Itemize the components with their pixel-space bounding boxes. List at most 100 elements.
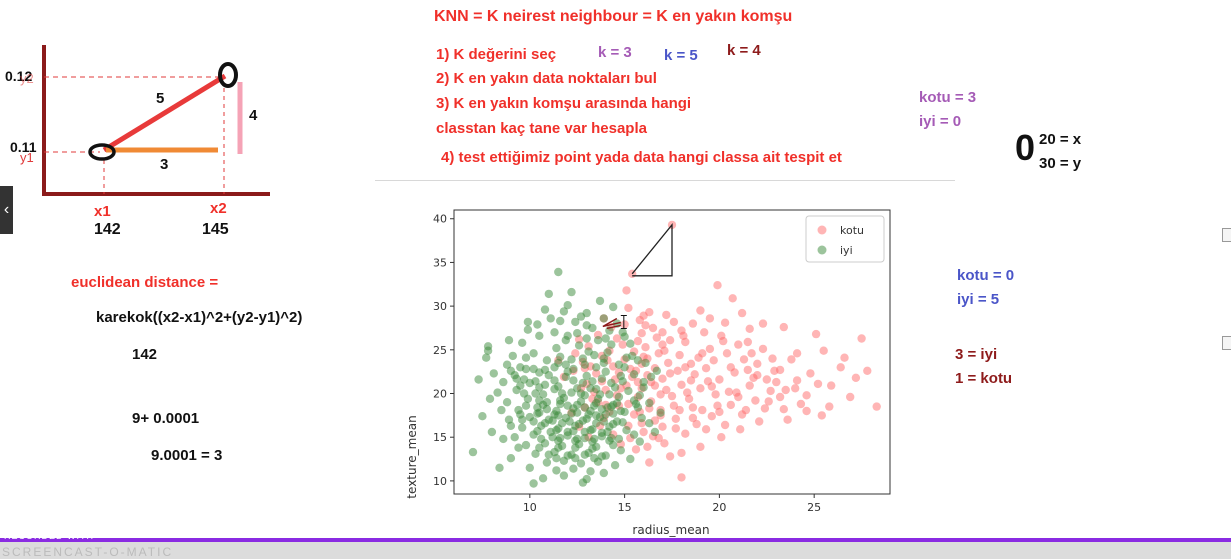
point-iyi xyxy=(624,386,633,396)
point-kotu xyxy=(764,397,773,406)
watermark-recorded: RECORDED WITH xyxy=(4,531,94,541)
point-kotu xyxy=(720,318,730,327)
point-kotu xyxy=(806,369,815,378)
point-iyi xyxy=(546,314,555,323)
point-iyi xyxy=(622,353,631,362)
point-kotu xyxy=(624,303,633,313)
k3-kotu: kotu = 3 xyxy=(919,89,977,106)
point-kotu xyxy=(781,385,790,395)
point-kotu xyxy=(772,377,781,387)
point-iyi xyxy=(552,466,561,475)
point-iyi xyxy=(652,366,661,375)
point-kotu xyxy=(840,353,849,362)
point-iyi xyxy=(533,426,542,436)
point-kotu xyxy=(705,314,715,323)
legend-marker-kotu xyxy=(817,225,827,235)
point-kotu xyxy=(698,405,707,415)
point-iyi xyxy=(580,391,589,400)
y2-label: y2 xyxy=(20,71,34,86)
y1-tick: 0.11 xyxy=(10,139,37,155)
point-iyi xyxy=(626,454,635,464)
y-tick-label: 40 xyxy=(433,213,447,226)
x1-value: 142 xyxy=(94,221,121,238)
scroll-tab-top[interactable] xyxy=(1222,228,1231,242)
point-iyi xyxy=(609,409,618,418)
collapse-panel-button[interactable]: ‹ xyxy=(0,186,13,234)
point-iyi xyxy=(597,374,607,383)
point-kotu xyxy=(662,385,671,395)
point-iyi xyxy=(580,403,589,412)
hypotenuse-label: 5 xyxy=(156,90,165,107)
point-iyi xyxy=(571,317,580,327)
point-iyi xyxy=(535,408,544,417)
point-iyi xyxy=(567,355,576,364)
point-kotu xyxy=(637,329,646,338)
point-kotu xyxy=(734,340,743,349)
point-iyi xyxy=(607,340,616,349)
vertical-label: 4 xyxy=(249,107,258,124)
point-iyi xyxy=(506,454,516,463)
point-kotu xyxy=(753,359,762,368)
point-iyi xyxy=(516,381,525,390)
scatter-chart: 10 15 20 25 10 15 20 25 30 35 40 kotu iyi radius_me… xyxy=(405,209,891,537)
point-iyi xyxy=(554,382,563,391)
point-iyi xyxy=(529,479,538,488)
point-iyi xyxy=(521,401,531,410)
point-kotu xyxy=(679,331,688,340)
x-tick-label: 15 xyxy=(618,501,632,514)
point-iyi xyxy=(535,396,544,405)
point-iyi xyxy=(552,454,561,463)
point-kotu xyxy=(658,374,667,383)
point-iyi xyxy=(508,351,517,361)
point-iyi xyxy=(537,434,546,444)
scroll-tab-bottom[interactable] xyxy=(1222,336,1231,350)
point-kotu xyxy=(688,413,698,423)
point-kotu xyxy=(639,427,648,437)
point-iyi xyxy=(610,461,620,470)
point-iyi xyxy=(557,389,567,398)
point-kotu xyxy=(656,390,665,399)
point-iyi xyxy=(597,405,607,414)
point-kotu xyxy=(662,310,671,320)
point-kotu xyxy=(720,420,730,430)
point-iyi xyxy=(559,471,569,480)
point-iyi xyxy=(518,415,527,424)
k-value-4: k = 4 xyxy=(727,42,761,59)
point-kotu xyxy=(709,356,718,365)
step-3-cont: classtan kaç tane var hesapla xyxy=(436,120,647,137)
point-iyi xyxy=(502,360,512,369)
point-iyi xyxy=(550,376,559,385)
point-iyi xyxy=(535,331,544,340)
point-iyi xyxy=(601,367,610,376)
point-iyi xyxy=(593,336,603,345)
point-kotu xyxy=(857,334,866,343)
point-iyi xyxy=(656,408,665,417)
point-kotu xyxy=(802,391,811,400)
point-kotu xyxy=(675,350,684,360)
point-kotu xyxy=(863,366,872,375)
y1-label: y1 xyxy=(20,150,34,165)
point-iyi xyxy=(629,430,639,439)
point-kotu xyxy=(751,396,760,405)
point-kotu xyxy=(592,369,601,378)
point-kotu xyxy=(658,328,667,337)
point-iyi xyxy=(550,328,559,337)
point-kotu xyxy=(713,281,722,290)
point-iyi xyxy=(614,434,624,444)
point-iyi xyxy=(552,343,561,353)
point-kotu xyxy=(677,380,686,389)
point-kotu xyxy=(612,334,622,343)
point-kotu xyxy=(726,400,735,410)
y-tick-label: 30 xyxy=(433,300,447,313)
point-iyi xyxy=(573,434,582,444)
point-iyi xyxy=(540,365,550,375)
k3-iyi: iyi = 0 xyxy=(919,113,962,130)
point-iyi xyxy=(563,301,572,310)
point-iyi xyxy=(582,371,591,381)
point-kotu xyxy=(779,405,788,414)
point-iyi xyxy=(645,419,654,428)
point-iyi xyxy=(597,452,607,461)
point-iyi xyxy=(561,336,570,345)
divider xyxy=(375,180,955,181)
point-kotu xyxy=(669,401,679,410)
